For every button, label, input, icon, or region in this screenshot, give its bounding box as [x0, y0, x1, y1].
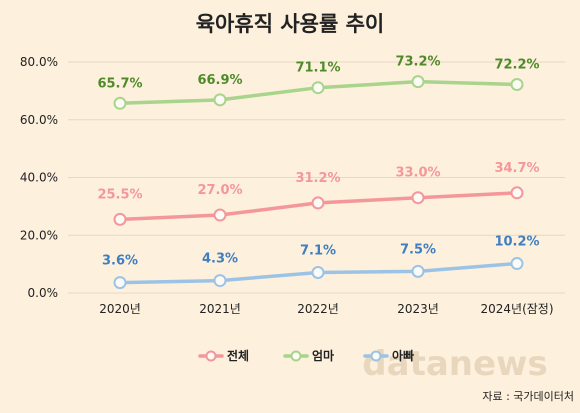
data-point	[213, 93, 227, 107]
data-point	[213, 208, 227, 222]
data-label: 4.3%	[202, 252, 238, 267]
data-point	[510, 78, 524, 92]
y-tick-label: 0.0%	[28, 286, 59, 300]
legend-swatch-marker	[290, 350, 302, 362]
x-tick-label: 2020년	[99, 302, 141, 316]
source-note: 자료 : 국가데이터처	[482, 390, 574, 403]
y-tick-label: 80.0%	[20, 55, 58, 69]
legend-swatch-marker	[370, 350, 382, 362]
legend-swatch-marker	[205, 350, 217, 362]
data-point	[411, 264, 425, 278]
x-tick-label: 2024년(잠정)	[480, 302, 553, 316]
data-point	[113, 96, 127, 110]
data-label: 33.0%	[395, 166, 440, 181]
x-tick-label: 2023년	[397, 302, 439, 316]
legend-label: 전체	[227, 348, 249, 363]
y-tick-label: 40.0%	[20, 171, 58, 185]
data-label: 3.6%	[102, 254, 138, 269]
data-label: 7.1%	[300, 243, 336, 258]
data-label: 71.1%	[295, 61, 340, 76]
data-label: 65.7%	[97, 76, 142, 91]
data-point	[311, 196, 325, 210]
data-label: 34.7%	[494, 161, 539, 176]
data-point	[113, 276, 127, 290]
data-label: 27.0%	[197, 183, 242, 198]
data-label: 72.2%	[494, 58, 539, 73]
legend-label: 아빠	[392, 348, 414, 363]
data-point	[311, 81, 325, 95]
data-point	[411, 191, 425, 205]
watermark-logo: datanews	[362, 344, 547, 384]
y-tick-label: 20.0%	[20, 228, 58, 242]
x-tick-label: 2021년	[199, 302, 241, 316]
data-point	[113, 212, 127, 226]
data-label: 7.5%	[400, 242, 436, 257]
data-label: 25.5%	[97, 187, 142, 202]
data-point	[510, 257, 524, 271]
data-point	[510, 186, 524, 200]
data-point	[213, 274, 227, 288]
chart-title: 육아휴직 사용률 추이	[196, 12, 385, 36]
y-tick-label: 60.0%	[20, 113, 58, 127]
x-tick-label: 2022년	[297, 302, 339, 316]
data-point	[411, 75, 425, 89]
data-label: 31.2%	[295, 171, 340, 186]
legend-label: 엄마	[312, 348, 334, 363]
data-label: 10.2%	[494, 235, 539, 250]
data-label: 66.9%	[197, 73, 242, 88]
data-label: 73.2%	[395, 55, 440, 70]
data-point	[311, 265, 325, 279]
